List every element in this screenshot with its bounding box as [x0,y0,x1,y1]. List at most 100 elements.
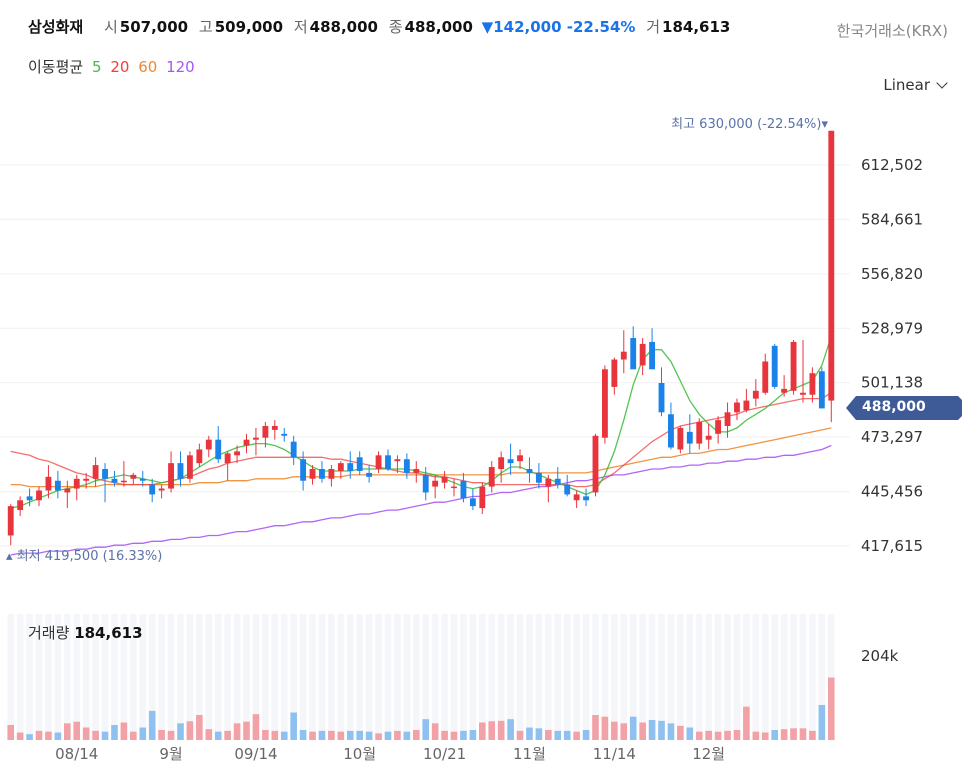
candle [7,504,14,546]
candle [668,402,674,450]
volume-panel-value: 184,613 [74,624,143,642]
volume-bar [790,728,797,740]
candle-body [366,472,373,477]
volume-bg-column [271,614,279,740]
volume-bar [658,720,665,740]
candle [120,461,127,487]
volume-bar [714,731,722,740]
volume-bar [205,729,213,740]
candle-body [451,486,457,489]
ma-60-label[interactable]: 60 [138,58,158,76]
volume-bar [64,723,71,740]
x-tick-label: 11월 [513,745,546,763]
volume-bar [365,731,373,740]
volume-bg-column [743,614,750,740]
volume-bar [92,730,99,740]
volume-bg-column [479,614,486,740]
candle-body [262,425,269,438]
volume-bg-column [601,614,609,740]
candle-body [696,422,703,444]
volume-bg-column [148,614,156,740]
volume-bar [780,729,788,740]
candle [545,474,552,503]
candle-body [394,459,401,462]
candle-body [54,480,61,491]
volume-bg-column [582,614,590,740]
candle [564,474,571,497]
ma-120-label[interactable]: 120 [166,58,195,76]
ma120-line [10,444,832,556]
candle [479,482,486,514]
candle [601,365,608,444]
candle [441,470,448,489]
candle-body [26,496,33,501]
candle-body [168,463,174,489]
candle-body [111,478,118,483]
volume-bar [82,727,90,740]
candle [403,453,410,479]
candle-body [469,498,476,507]
exchange-name: 한국거래소(KRX) [836,22,948,40]
candle-body [347,463,354,471]
volume-bg-column [535,614,543,740]
candle-body [620,351,627,360]
volume-bar [196,715,203,740]
volume-bar [309,731,316,740]
volume-bg-column [64,614,71,740]
volume-bar [601,716,609,740]
volume-bg-column [441,614,448,740]
ma-5-label[interactable]: 5 [91,58,102,76]
volume-bar [35,730,43,740]
candle-body [583,496,589,501]
volume-bg-column [384,614,392,740]
scale-dropdown[interactable]: Linear [883,76,948,94]
volume-bg-column [526,614,533,740]
candle [319,461,325,483]
volume-bg-column [16,614,24,740]
candle-body [715,420,722,434]
candle-body [83,478,90,481]
current-price-tag: 488,000 [846,396,962,420]
stock-name: 삼성화재 [28,18,84,36]
volume-bar [818,705,826,740]
volume-bg-column [554,614,562,740]
candle-body [356,457,363,471]
volume-bar [488,721,496,740]
candle-body [809,373,816,395]
low-label: 저 [293,18,308,36]
volume-bar [45,731,52,740]
volume-bg-column [139,614,147,740]
candle [186,451,193,483]
candle [130,472,137,485]
volume-bg-column [309,614,316,740]
volume-label: 거 [646,18,661,36]
volume-bg-column [573,614,580,740]
volume-bg-column [648,614,656,740]
volume-bg-column [205,614,213,740]
volume-bar [328,730,335,740]
volume-bg-column [695,614,703,740]
volume-bar [667,723,675,740]
candle [73,474,80,501]
candle [696,418,703,450]
x-tick-label: 11/14 [593,745,636,763]
candle [422,467,429,501]
volume-bar [431,723,439,740]
candle-body [432,480,439,487]
candle-body [45,476,52,491]
volume-bg-column [26,614,33,740]
volume-bar [705,730,712,740]
volume-bg-column [167,614,175,740]
candle [583,488,589,507]
volume-bg-column [243,614,250,740]
ma-20-label[interactable]: 20 [110,58,130,76]
volume-bar [73,721,81,740]
candle-body [7,506,14,536]
candle-body [17,500,24,511]
candle-body [253,437,259,440]
candle-body [64,488,71,493]
candle-body [130,474,137,479]
volume-bar [535,728,543,740]
candle-body [611,359,618,387]
